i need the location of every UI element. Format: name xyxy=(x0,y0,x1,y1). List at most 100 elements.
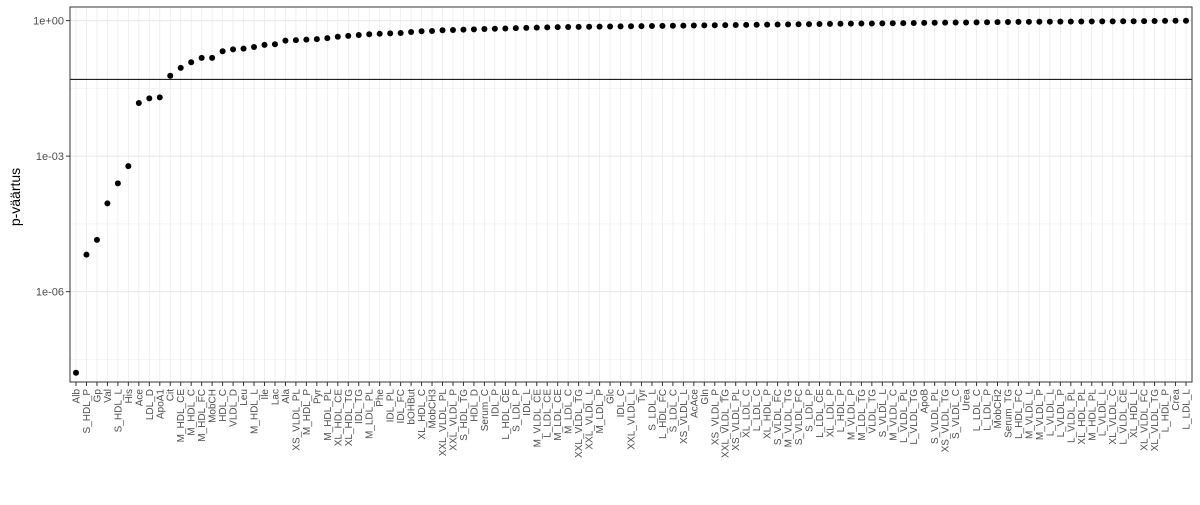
x-tick-label: M_VLDL_P xyxy=(1035,389,1046,440)
x-tick-label: L_HDL_FC xyxy=(658,389,669,439)
data-point xyxy=(146,95,153,102)
x-tick-label: L_HDL_FC xyxy=(1014,389,1025,439)
data-point xyxy=(669,22,676,29)
y-axis-ticks: 1e+00 1e-03 1e-06 xyxy=(33,16,70,299)
data-point xyxy=(648,22,655,29)
data-point xyxy=(596,23,603,30)
data-point xyxy=(617,23,624,30)
x-tick-label: XXL_VLDL_TG xyxy=(721,389,732,458)
data-point xyxy=(1099,18,1106,25)
x-tick-label: Glc xyxy=(606,389,617,404)
x-tick-label: M_VLDL_L xyxy=(1024,389,1035,439)
x-tick-label: XXL_VLDL_P xyxy=(448,389,459,451)
x-tick-label: XXL_VLDL_L xyxy=(627,389,638,450)
y-axis-label: p-väärtus xyxy=(7,168,23,226)
data-point xyxy=(826,20,833,27)
data-point xyxy=(942,19,949,26)
data-point xyxy=(701,22,708,29)
x-tick-label: IDL_TG xyxy=(354,389,365,424)
data-point xyxy=(188,59,195,66)
x-tick-label: XL_HDL_PL xyxy=(1077,389,1088,445)
data-point xyxy=(251,44,258,51)
x-tick-label: IDL_L xyxy=(522,389,533,416)
x-tick-label: M_LDL_CE xyxy=(553,389,564,441)
x-tick-label: L_VLDL_L xyxy=(1098,389,1109,437)
data-point xyxy=(1109,18,1116,25)
x-tick-label: L_LDL_L xyxy=(1182,389,1193,430)
data-point xyxy=(732,21,739,28)
x-tick-label: L_VLDL_TG xyxy=(909,389,920,445)
data-point xyxy=(167,72,174,79)
x-tick-label: S_VLDL_FC xyxy=(773,389,784,445)
data-point xyxy=(470,26,477,33)
x-tick-label: M_VLDL_TG xyxy=(784,389,795,448)
x-tick-label: Ace xyxy=(134,389,145,407)
x-tick-label: M_VLDL_P xyxy=(846,389,857,440)
data-point xyxy=(921,19,928,26)
x-tick-label: L_HDL_P xyxy=(1161,389,1172,433)
x-tick-label: M_VLDL_C xyxy=(888,389,899,441)
data-point xyxy=(973,19,980,26)
x-tick-label: M_HDL_C xyxy=(187,389,198,436)
data-point xyxy=(387,30,394,37)
data-point xyxy=(1067,18,1074,25)
x-tick-label: L_LDL_C xyxy=(752,389,763,431)
x-tick-label: XXL_VLDL_TG xyxy=(574,389,585,458)
data-point xyxy=(345,32,352,39)
y-tick-label: 1e-03 xyxy=(36,151,64,163)
data-points xyxy=(73,17,1189,376)
data-point xyxy=(114,180,121,187)
y-tick-label: 1e+00 xyxy=(33,16,64,28)
x-tick-label: MobCH2 xyxy=(993,389,1004,429)
data-point xyxy=(282,37,289,44)
x-tick-label: M_LDL_TG xyxy=(857,389,868,441)
x-tick-label: L_LDL_P xyxy=(983,389,994,431)
x-tick-label: L_LDL_CE xyxy=(543,389,554,438)
x-tick-label: Ile xyxy=(260,389,271,400)
x-tick-label: XS_VLDL_PL xyxy=(291,389,302,451)
data-point xyxy=(879,20,886,27)
data-point xyxy=(1151,17,1158,24)
data-point xyxy=(261,41,268,48)
x-tick-label: L_VLDL_PL xyxy=(899,389,910,443)
x-tick-label: Gp xyxy=(92,389,103,403)
data-point xyxy=(690,22,697,29)
data-point xyxy=(1120,18,1127,25)
data-point xyxy=(523,24,530,31)
x-tick-label: S_VLDL_L xyxy=(878,389,889,438)
data-point xyxy=(271,41,278,48)
x-tick-label: XS_VLDL_L xyxy=(679,389,690,444)
x-tick-label: S_VLDL_FC xyxy=(794,389,805,445)
x-tick-label: Pyr xyxy=(312,388,323,404)
x-tick-label: XL_VLDL_FC xyxy=(1140,389,1151,451)
data-point xyxy=(711,22,718,29)
x-tick-label: S_VLDL_PL xyxy=(930,389,941,444)
data-point xyxy=(240,45,247,52)
data-point xyxy=(1078,18,1085,25)
data-point xyxy=(460,26,467,33)
data-point xyxy=(449,26,456,33)
x-tick-label: Gln xyxy=(700,389,711,405)
data-point xyxy=(1183,17,1189,24)
x-tick-label: Leu xyxy=(239,389,250,406)
data-point xyxy=(491,25,498,32)
x-tick-label: S_LDL_P xyxy=(805,389,816,432)
x-tick-label: S_HDL_TG xyxy=(459,389,470,441)
x-tick-label: L_HDL_P xyxy=(836,389,847,433)
data-point xyxy=(847,20,854,27)
x-tick-label: VLDL_TG xyxy=(867,389,878,434)
data-point xyxy=(963,19,970,26)
data-point xyxy=(219,48,226,55)
data-point xyxy=(73,369,79,376)
x-tick-label: HDL_C xyxy=(218,389,229,422)
data-point xyxy=(418,28,425,35)
data-point xyxy=(292,37,299,44)
x-tick-label: S_LDL_L xyxy=(647,389,658,431)
data-point xyxy=(1141,18,1148,25)
x-tick-label: Val xyxy=(103,389,114,403)
data-point xyxy=(156,94,163,101)
data-point xyxy=(502,25,509,32)
x-tick-label: XL_LDL_P xyxy=(825,389,836,438)
data-point xyxy=(952,19,959,26)
